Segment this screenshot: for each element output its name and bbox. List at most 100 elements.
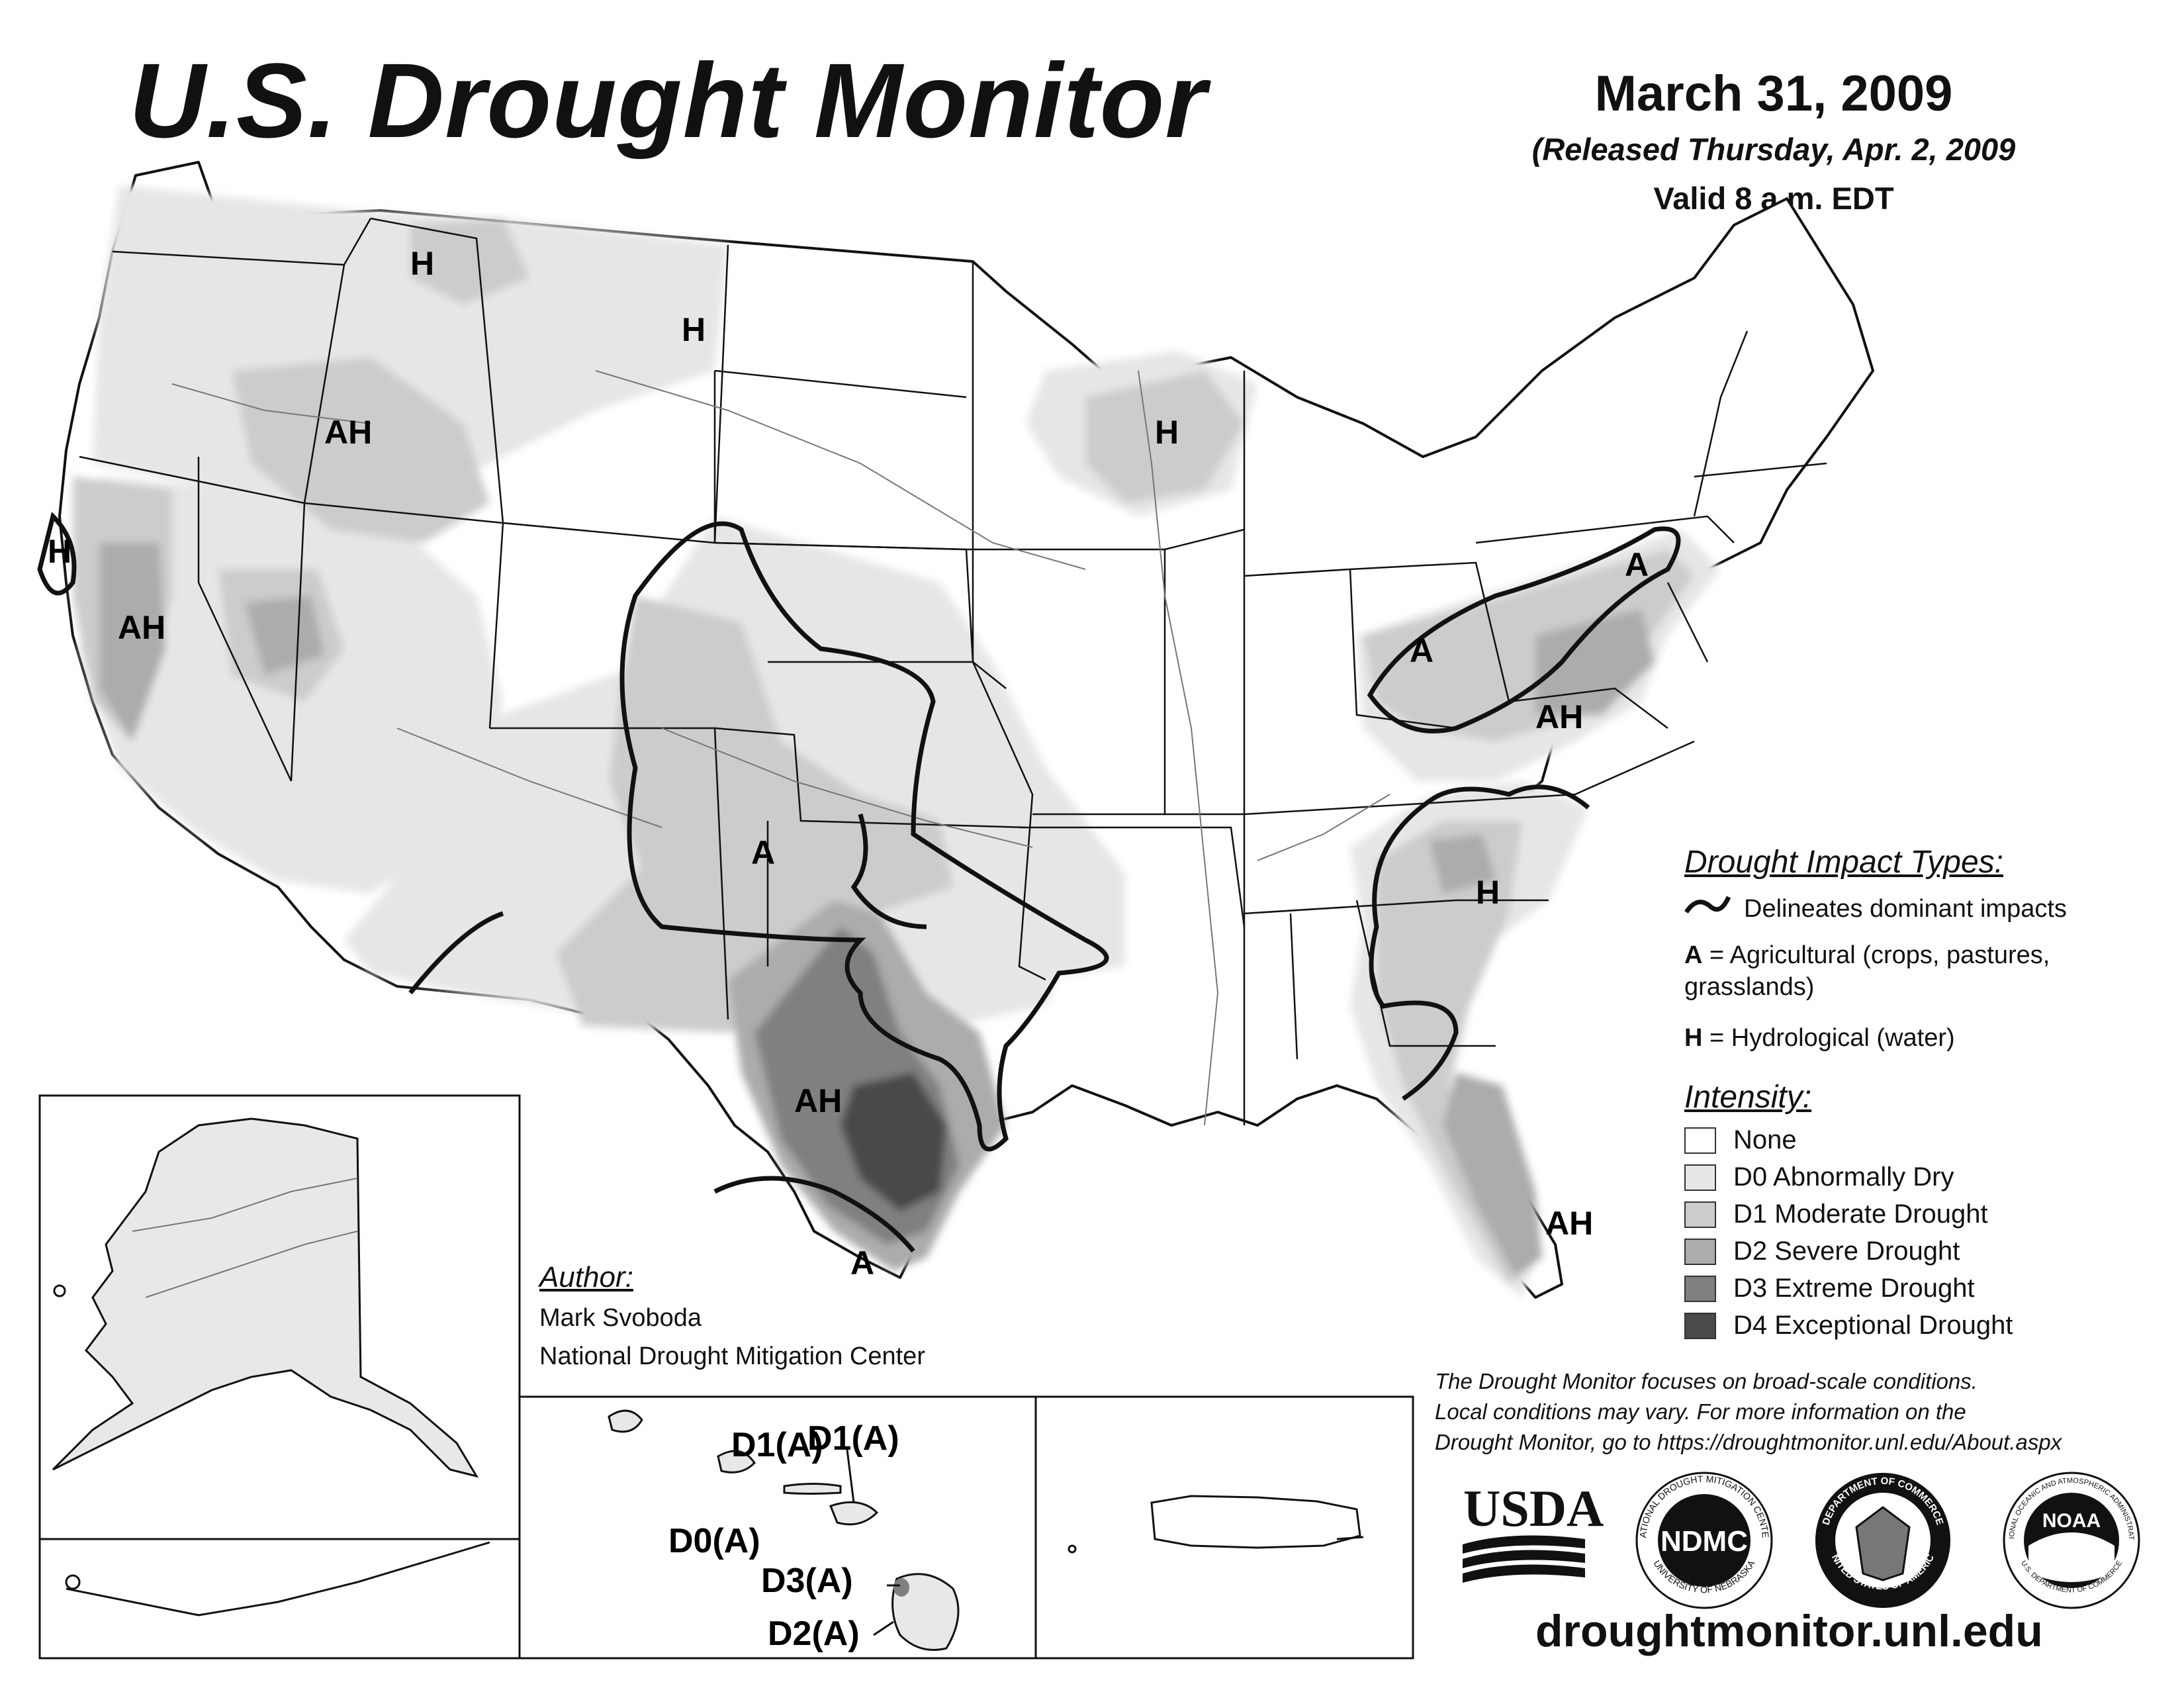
d1-montana	[410, 218, 529, 305]
disclaimer-line: Drought Monitor, go to https://droughtmo…	[1435, 1430, 2062, 1454]
impact-lines	[37, 512, 1681, 1253]
map-label: H	[410, 245, 434, 282]
agricultural-key: A	[1684, 941, 1703, 969]
impact-labels: H H AH H H AH A A AH A H AH A AH	[48, 245, 1649, 1282]
impact-line-northern-california	[37, 512, 77, 596]
d2-carolina	[1430, 834, 1496, 894]
map-label: AH	[794, 1082, 842, 1119]
noaa-logo-text: NOAA	[2042, 1510, 2101, 1532]
intensity-swatch	[1684, 1238, 1716, 1265]
intensity-swatch	[1684, 1201, 1716, 1228]
intensity-swatch	[1684, 1312, 1716, 1339]
intensity-label: D0 Abnormally Dry	[1733, 1162, 1954, 1192]
disclaimer-line: Local conditions may vary. For more info…	[1435, 1399, 1966, 1424]
intensity-swatch	[1684, 1275, 1716, 1302]
impact-line-south-texas	[713, 1176, 915, 1253]
d2-california	[99, 543, 165, 741]
impact-line-southern-plains	[619, 521, 1109, 1152]
hawaii-label: D1(A)	[731, 1426, 823, 1464]
agricultural-description: = Agricultural (crops, pastures,	[1709, 941, 2050, 969]
agricultural-description-cont: grasslands)	[1684, 972, 1815, 1001]
map-date: March 31, 2009	[1594, 66, 1953, 122]
intensity-row-d3: D3 Extreme Drought	[1684, 1274, 1975, 1303]
intensity-row-d0: D0 Abnormally Dry	[1684, 1162, 1954, 1192]
impact-line-description: Delineates dominant impacts	[1744, 895, 2067, 923]
puerto-rico-outline	[1150, 1495, 1361, 1549]
rivers	[171, 370, 1390, 1126]
inset-frames	[38, 1094, 1414, 1660]
agricultural-legend: A = Agricultural (crops, pastures, grass…	[1684, 940, 2050, 1003]
map-label: H	[682, 311, 705, 348]
big-island	[891, 1573, 960, 1651]
map-label: AH	[118, 609, 165, 646]
alaska-inset-frame	[38, 1094, 521, 1660]
usda-logo-text: USDA	[1463, 1479, 1604, 1537]
impact-line-legend-icon	[1684, 896, 1731, 914]
intensity-swatch	[1684, 1127, 1716, 1154]
impact-line-oklahoma	[850, 814, 927, 929]
map-label: H	[48, 533, 71, 570]
intensity-row-d1: D1 Moderate Drought	[1684, 1199, 1988, 1229]
hydrological-legend: H = Hydrological (water)	[1684, 1023, 1955, 1055]
d2-virginia	[1535, 609, 1655, 715]
map-label: AH	[324, 414, 372, 451]
d1-wisconsin	[1085, 371, 1244, 503]
map-label: AH	[1545, 1205, 1593, 1242]
alaska-map	[52, 1117, 490, 1617]
intensity-swatch	[1684, 1164, 1716, 1191]
hawaii-pr-inset-frame	[518, 1395, 1414, 1660]
impact-line-virginia	[1428, 784, 1590, 810]
intensity-row-d4: D4 Exceptional Drought	[1684, 1311, 2013, 1340]
d1-oregon-idaho	[232, 357, 490, 543]
hawaii-label: D2(A)	[768, 1615, 860, 1653]
impact-line-mid-atlantic	[1367, 526, 1681, 733]
usda-logo: USDA	[1463, 1479, 1604, 1583]
hawaii-label: D1(A)	[807, 1419, 899, 1458]
intensity-label: D2 Severe Drought	[1733, 1237, 1960, 1266]
hawaii-labels: D1(A) D1(A) D0(A) D3(A) D2(A)	[668, 1419, 900, 1653]
intensity-label: D3 Extreme Drought	[1733, 1274, 1975, 1303]
intensity-label: None	[1733, 1125, 1797, 1154]
impact-line-arizona	[408, 911, 504, 995]
intensity-row-d2: D2 Severe Drought	[1684, 1237, 1960, 1266]
kauai	[608, 1409, 643, 1433]
map-title: U.S. Drought Monitor	[129, 41, 1207, 160]
d2-florida	[1443, 1072, 1542, 1278]
author-organization: National Drought Mitigation Center	[539, 1342, 925, 1370]
map-label: A	[751, 834, 775, 871]
map-label: A	[1625, 546, 1649, 583]
impact-types-heading: Drought Impact Types:	[1684, 845, 2003, 880]
intensity-label: D1 Moderate Drought	[1733, 1199, 1988, 1229]
map-label: AH	[1535, 698, 1583, 735]
oahu	[717, 1450, 756, 1474]
d2-nevada	[245, 596, 324, 675]
hydrological-description: = Hydrological (water)	[1709, 1024, 1955, 1052]
intensity-label: D4 Exceptional Drought	[1733, 1311, 2013, 1340]
hawaii-label: D0(A)	[668, 1522, 760, 1560]
intensity-heading: Intensity:	[1684, 1080, 1812, 1115]
map-label: H	[1476, 874, 1500, 911]
hawaii-label: D3(A)	[761, 1562, 853, 1600]
hawaii-map	[608, 1409, 960, 1651]
ndmc-logo: NDMC NATIONAL DROUGHT MITIGATION CENTER …	[1453, 1466, 1773, 1609]
state-boundaries	[79, 217, 1827, 1125]
map-label: A	[850, 1244, 874, 1282]
d0-plains	[622, 516, 1125, 980]
maui	[829, 1501, 879, 1526]
d1-east	[1363, 549, 1694, 741]
disclaimer-line: The Drought Monitor focuses on broad-sca…	[1435, 1369, 1978, 1393]
author-heading: Author:	[539, 1261, 633, 1293]
impact-line-southeast	[1369, 799, 1459, 1101]
map-label: H	[1155, 414, 1179, 451]
intensity-row-none: None	[1684, 1125, 1797, 1155]
molokai	[783, 1483, 842, 1495]
d1-southeast	[1377, 821, 1535, 1284]
website-url[interactable]: droughtmonitor.unl.edu	[1535, 1606, 2043, 1656]
release-date: (Released Thursday, Apr. 2, 2009	[1531, 132, 2016, 167]
puerto-rico-map	[1068, 1495, 1364, 1554]
author-name: Mark Svoboda	[539, 1304, 702, 1332]
alaska-outline	[52, 1117, 479, 1478]
d4-texas	[841, 1072, 946, 1211]
ndmc-logo-text: NDMC	[1661, 1525, 1748, 1558]
